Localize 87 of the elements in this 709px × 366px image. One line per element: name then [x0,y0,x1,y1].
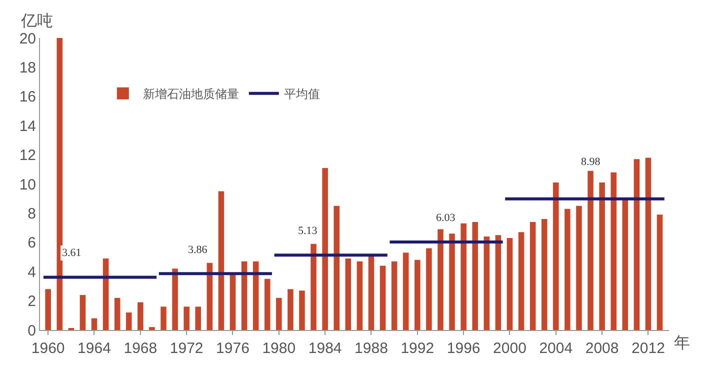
bar [634,159,640,330]
y-tick-label: 10 [19,176,36,194]
bar [299,290,305,330]
bar [576,206,582,330]
bar [495,235,502,330]
x-tick-label: 1980 [262,340,296,357]
x-tick-label: 1972 [170,340,204,357]
bar [288,289,294,330]
bar [334,206,340,330]
bar [391,261,398,330]
bar [91,318,98,330]
bar [553,182,559,330]
x-tick-label: 2000 [493,340,526,357]
annotation: 6.03 [436,212,456,224]
x-tick-label: 2008 [585,340,619,357]
bar [149,327,155,330]
bar [368,256,374,330]
y-tick-label: 12 [19,147,36,164]
bar [160,306,166,330]
bar [484,236,490,330]
bar [126,312,132,330]
y-tick-label: 6 [28,234,36,252]
bar [356,261,363,330]
x-tick-label: 1984 [308,340,342,357]
bar [56,38,63,330]
annotation: 5.13 [298,225,318,237]
x-tick-label: 1976 [216,340,250,357]
legend-label: 平均值 [284,87,320,102]
y-tick-label: 2 [28,293,36,310]
bar [252,261,259,330]
bar [184,306,190,330]
bar [518,232,524,330]
bar [599,182,605,330]
bar [345,258,352,330]
y-tick-label: 20 [19,30,36,48]
x-tick-label: 1964 [78,340,111,357]
bar [414,260,420,330]
annotation: 3.86 [188,244,208,256]
bar [506,238,513,330]
x-tick-label: 1960 [31,340,65,357]
bar [230,274,236,330]
x-axis-title: 年 [674,335,690,352]
bar [195,306,201,330]
bar [472,222,478,330]
bar [102,258,109,330]
bar [322,168,328,330]
y-tick-label: 16 [19,88,36,106]
bar [460,223,466,330]
x-tick-label: 1988 [354,340,388,357]
bar [218,191,224,330]
y-tick-label: 8 [28,205,36,222]
y-tick-label: 4 [28,264,36,281]
bar [564,208,570,330]
bar [656,214,663,330]
bar [530,222,536,330]
bar [206,262,213,330]
legend-label: 新增石油地质储量 [142,87,239,102]
bar [276,298,282,330]
bar [80,294,86,330]
bar [622,198,628,330]
bar [610,172,616,330]
bar [541,219,548,330]
bar [264,278,270,330]
bar [588,170,594,330]
y-tick-label: 14 [19,118,36,135]
bar [645,158,652,330]
bar [310,244,316,330]
y-axis-title: 亿吨 [20,12,53,30]
bar [241,261,248,330]
y-tick-label: 0 [28,322,36,340]
y-tick-label: 18 [19,59,36,76]
bar [402,252,409,330]
bar [438,229,444,330]
x-tick-label: 1968 [124,340,158,357]
bar [172,268,178,330]
x-tick-label: 1992 [400,340,434,357]
bar [138,302,144,330]
bar [426,248,432,330]
annotation: 8.98 [581,156,601,168]
bar [45,289,51,330]
x-tick-label: 2012 [632,340,665,357]
bar [114,298,120,330]
annotation: 3.61 [62,247,82,259]
bar [380,266,386,330]
bar [449,234,455,330]
x-tick-label: 1996 [446,340,480,357]
x-tick-label: 2004 [539,340,573,357]
